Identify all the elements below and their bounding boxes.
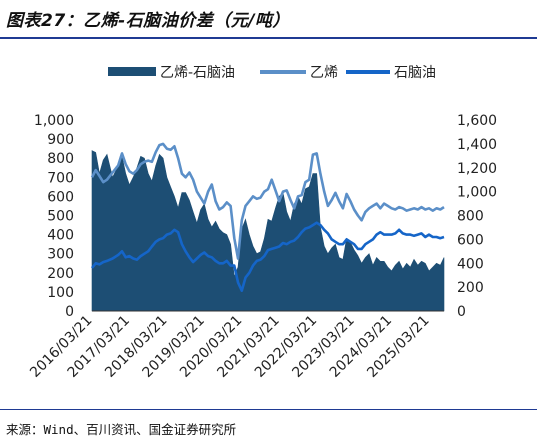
legend-label-ethylene: 乙烯 bbox=[310, 65, 338, 81]
legend-label-spread: 乙烯-石脑油 bbox=[160, 65, 235, 81]
source-note: 来源：Wind、百川资讯、国金证券研究所 bbox=[6, 422, 237, 437]
y-left-tick-label: 700 bbox=[47, 170, 74, 186]
y-left-tick-label: 800 bbox=[47, 151, 74, 167]
series-area-spread bbox=[91, 150, 445, 312]
y-left-tick-label: 0 bbox=[65, 304, 74, 320]
plot-area bbox=[90, 142, 445, 312]
y-right-tick-label: 1,200 bbox=[457, 161, 497, 177]
y-right-tick-label: 1,600 bbox=[457, 113, 497, 129]
y-right-tick-label: 0 bbox=[457, 304, 466, 320]
y-right-tick-label: 600 bbox=[457, 232, 484, 248]
legend-label-naphtha: 石脑油 bbox=[394, 65, 436, 81]
legend: 乙烯-石脑油 乙烯 石脑油 bbox=[108, 65, 436, 81]
y-left-tick-label: 600 bbox=[47, 189, 74, 205]
x-axis: 2016/03/212017/03/212018/03/212019/03/21… bbox=[27, 310, 444, 381]
right-axis: 0 200 400 600 800 1,000 1,200 1,400 1,600 bbox=[457, 113, 497, 320]
left-axis: 0 100 200 300 400 500 600 700 800 900 1,000 bbox=[34, 113, 74, 320]
y-left-tick-label: 200 bbox=[47, 266, 74, 282]
y-left-tick-label: 400 bbox=[47, 228, 74, 244]
series-line-naphtha bbox=[90, 221, 445, 292]
y-right-tick-label: 1,000 bbox=[457, 185, 497, 201]
y-right-tick-label: 1,400 bbox=[457, 137, 497, 153]
y-right-tick-label: 800 bbox=[457, 209, 484, 225]
y-left-tick-label: 1,000 bbox=[34, 113, 74, 129]
y-left-tick-label: 100 bbox=[47, 285, 74, 301]
chart-area: 乙烯-石脑油 乙烯 石脑油 0 100 200 300 400 500 600 700 800 9… bbox=[27, 65, 497, 381]
series-line-ethylene bbox=[90, 142, 445, 260]
y-left-tick-label: 900 bbox=[47, 132, 74, 148]
source-rule bbox=[0, 409, 537, 410]
y-right-tick-label: 400 bbox=[457, 256, 484, 272]
legend-swatch-spread bbox=[108, 67, 156, 76]
y-left-tick-label: 300 bbox=[47, 247, 74, 263]
figure-title: 图表27：乙烯-石脑油价差（元/吨） bbox=[6, 11, 290, 31]
title-rule bbox=[0, 37, 537, 39]
y-left-tick-label: 500 bbox=[47, 209, 74, 225]
y-right-tick-label: 200 bbox=[457, 280, 484, 296]
